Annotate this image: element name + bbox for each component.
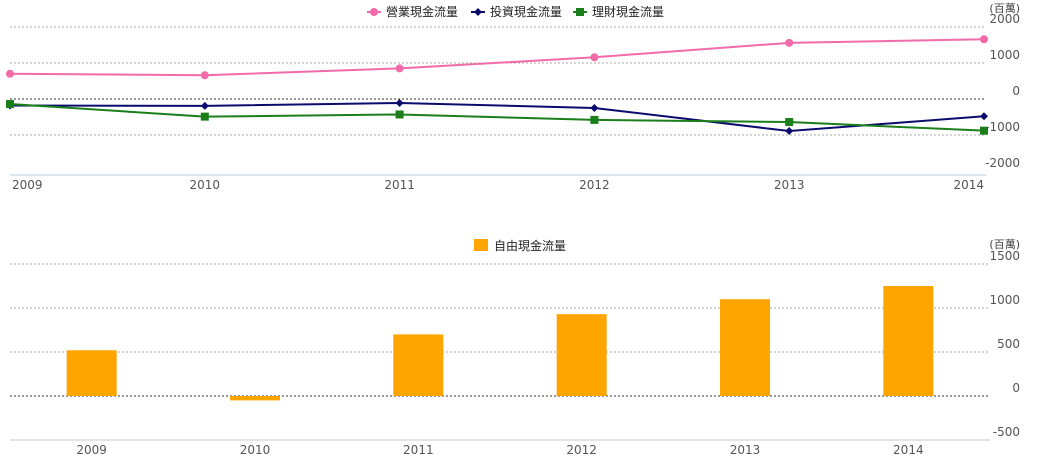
y-tick-label: 0	[1012, 381, 1020, 395]
x-tick-label: 2010	[240, 443, 271, 457]
data-point-2-5	[980, 126, 988, 135]
bar-2009	[66, 350, 117, 396]
data-point-0-0	[6, 69, 14, 78]
data-point-1-1	[200, 101, 209, 110]
data-point-1-5	[980, 112, 988, 121]
data-point-0-5	[980, 35, 988, 44]
data-point-1-3	[590, 104, 599, 112]
data-point-2-1	[200, 112, 209, 121]
cash-flow-line-chart: 2000 1000 0 -1000 -2000 (百萬) 2009 2010 2011 2012 2…	[6, 2, 1020, 192]
data-point-2-3	[590, 115, 599, 124]
y-tick-label: 1500	[989, 249, 1020, 263]
x-tick-label: 2011	[384, 178, 415, 192]
x-tick-label: 2013	[730, 443, 761, 457]
legend-label: 自由現金流量	[494, 238, 566, 253]
x-tick-label: 2009	[76, 443, 107, 457]
y-tick-label: -500	[993, 425, 1020, 439]
free-cash-flow-bar-chart: 1500 1000 500 0 -500 (百萬) 2009 2010 2011 2012 2013…	[10, 238, 1020, 457]
series-line-2	[9, 103, 985, 132]
series-line-0	[9, 38, 985, 77]
x-tick-label: 2010	[190, 178, 221, 192]
legend-swatch	[474, 239, 488, 251]
bar-2012	[556, 314, 607, 396]
y-tick-label: -2000	[985, 156, 1020, 170]
series-line-1	[9, 101, 985, 133]
x-tick-label: 2014	[953, 178, 984, 192]
data-point-2-2	[395, 110, 404, 119]
x-tick-label: 2013	[774, 178, 805, 192]
data-point-1-2	[395, 98, 404, 107]
legend-marker-1	[474, 8, 482, 16]
y-tick-label: 2000	[989, 12, 1020, 26]
legend-label-2: 理財現金流量	[592, 4, 664, 19]
x-tick-label: 2011	[403, 443, 434, 457]
y-tick-label: 1000	[989, 48, 1020, 62]
bar-2014	[883, 286, 934, 396]
legend-label-0: 營業現金流量	[386, 4, 458, 19]
bar-2013	[720, 299, 770, 396]
data-point-2-0	[6, 100, 14, 109]
y-tick-label: 1000	[989, 293, 1020, 307]
data-point-0-1	[200, 71, 209, 80]
bar-2010	[230, 396, 280, 401]
legend-marker-0	[370, 8, 378, 16]
y-tick-label: 500	[997, 337, 1020, 351]
bar-2011	[393, 334, 444, 396]
x-tick-label: 2014	[893, 443, 924, 457]
y-unit-label: (百萬)	[989, 238, 1020, 251]
y-tick-label: 0	[1012, 84, 1020, 98]
data-point-2-4	[785, 118, 794, 127]
y-unit-label: (百萬)	[989, 2, 1020, 15]
data-point-0-4	[785, 38, 794, 47]
data-point-0-3	[590, 53, 599, 62]
x-tick-label: 2009	[12, 178, 43, 192]
data-point-1-4	[785, 127, 794, 136]
x-tick-label: 2012	[566, 443, 597, 457]
legend-marker-2	[576, 8, 584, 16]
x-tick-label: 2012	[579, 178, 610, 192]
legend-label-1: 投資現金流量	[490, 4, 562, 19]
data-point-0-2	[395, 64, 404, 73]
y-tick-label: -1000	[985, 120, 1020, 134]
